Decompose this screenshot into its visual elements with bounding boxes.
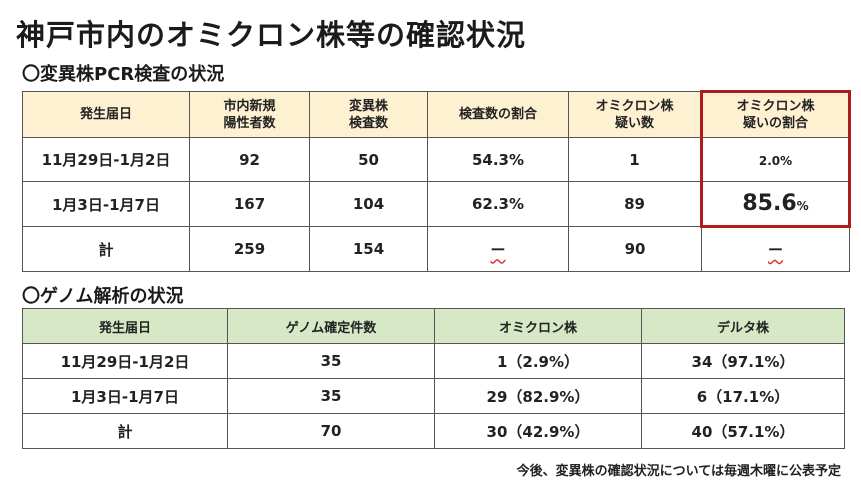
table-row: 11月29日-1月2日 35 1（2.9%） 34（97.1%）: [22, 343, 845, 379]
cell-date: 計: [22, 226, 190, 272]
suspected-ratio-unit: %: [796, 199, 809, 213]
header-confirmed: ゲノム確定件数: [227, 308, 435, 344]
header-tests: 変異株 検査数: [309, 91, 428, 138]
cell-positives: 167: [189, 181, 310, 227]
header-date: 発生届日: [22, 91, 190, 138]
section-heading-pcr: 〇変異株PCR検査の状況: [22, 64, 225, 85]
cell-suspected-ratio-highlight: 85.6%: [700, 181, 851, 228]
genome-table: 発生届日 ゲノム確定件数 オミクロン株 デルタ株 11月29日-1月2日 35 …: [22, 308, 845, 449]
table-row: 1月3日-1月7日 167 104 62.3% 89 85.6%: [22, 181, 851, 228]
cell-positives: 92: [189, 137, 310, 182]
table-header-row: 発生届日 ゲノム確定件数 オミクロン株 デルタ株: [22, 308, 845, 344]
cell-suspected: 1: [568, 137, 702, 182]
page-title: 神戸市内のオミクロン株等の確認状況: [16, 18, 527, 52]
header-date: 発生届日: [22, 308, 228, 344]
table-header-row: 発生届日 市内新規 陽性者数 変異株 検査数 検査数の割合 オミクロン株 疑い数…: [22, 90, 851, 138]
table-row-total: 計 259 154 ー 90 ー: [22, 226, 850, 272]
table-row-total: 計 70 30（42.9%） 40（57.1%）: [22, 413, 845, 449]
table-row: 11月29日-1月2日 92 50 54.3% 1 2.0%: [22, 137, 851, 182]
cell-delta: 34（97.1%）: [641, 343, 845, 379]
pcr-table: 発生届日 市内新規 陽性者数 変異株 検査数 検査数の割合 オミクロン株 疑い数…: [22, 90, 851, 272]
cell-date: 1月3日-1月7日: [22, 181, 190, 227]
cell-ratio: 62.3%: [427, 181, 569, 227]
suspected-ratio-big-value: 85.6: [742, 191, 797, 216]
header-positives: 市内新規 陽性者数: [189, 91, 310, 138]
dash-value: ー: [490, 240, 506, 259]
cell-omicron: 29（82.9%）: [434, 378, 642, 414]
cell-confirmed: 70: [227, 413, 435, 449]
section-heading-genome: 〇ゲノム解析の状況: [22, 286, 184, 307]
cell-suspected: 90: [568, 226, 702, 272]
cell-date: 11月29日-1月2日: [22, 137, 190, 182]
cell-ratio: ー: [427, 226, 569, 272]
cell-confirmed: 35: [227, 343, 435, 379]
cell-confirmed: 35: [227, 378, 435, 414]
dash-value: ー: [767, 241, 783, 259]
cell-suspected-ratio: 2.0%: [700, 137, 851, 182]
header-omicron: オミクロン株: [434, 308, 642, 344]
cell-tests: 50: [309, 137, 428, 182]
cell-tests: 154: [309, 226, 428, 272]
cell-date: 1月3日-1月7日: [22, 378, 228, 414]
cell-tests: 104: [309, 181, 428, 227]
cell-suspected: 89: [568, 181, 702, 227]
cell-positives: 259: [189, 226, 310, 272]
cell-date: 11月29日-1月2日: [22, 343, 228, 379]
cell-omicron: 30（42.9%）: [434, 413, 642, 449]
header-suspected-ratio: オミクロン株 疑いの割合: [700, 90, 851, 138]
suspected-ratio-value: 2.0%: [758, 153, 793, 168]
footnote: 今後、変異株の確認状況については毎週木曜に公表予定: [516, 464, 841, 479]
cell-omicron: 1（2.9%）: [434, 343, 642, 379]
header-suspected: オミクロン株 疑い数: [568, 91, 702, 138]
cell-suspected-ratio: ー: [701, 226, 850, 272]
cell-date: 計: [22, 413, 228, 449]
header-ratio: 検査数の割合: [427, 91, 569, 138]
table-row: 1月3日-1月7日 35 29（82.9%） 6（17.1%）: [22, 378, 845, 414]
cell-ratio: 54.3%: [427, 137, 569, 182]
cell-delta: 6（17.1%）: [641, 378, 845, 414]
header-delta: デルタ株: [641, 308, 845, 344]
cell-delta: 40（57.1%）: [641, 413, 845, 449]
